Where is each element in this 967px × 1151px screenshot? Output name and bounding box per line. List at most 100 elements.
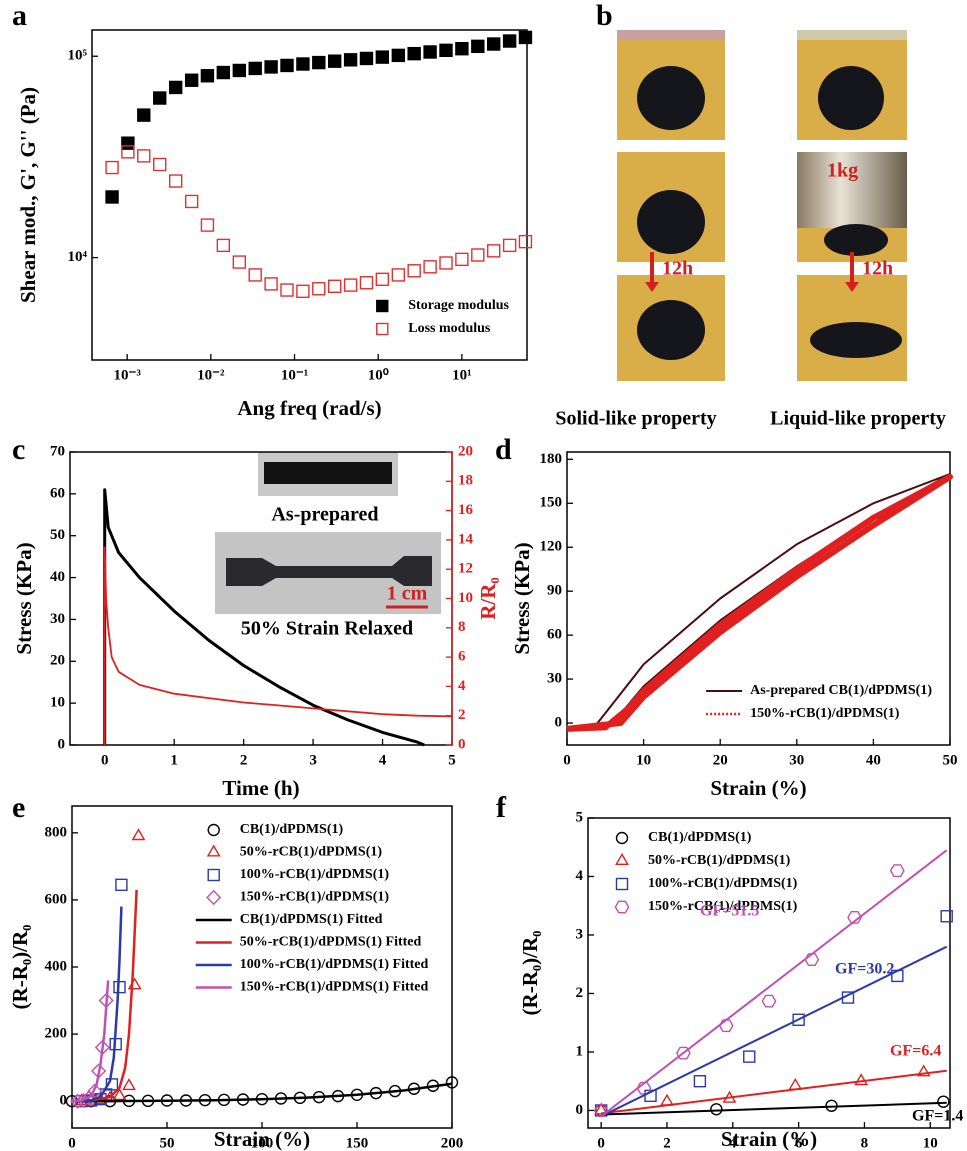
marker [105, 190, 119, 204]
y-tick-label: 60 [547, 627, 562, 643]
marker [122, 1078, 136, 1091]
marker [439, 43, 453, 58]
marker [184, 73, 199, 87]
ball [637, 190, 705, 254]
x-tick-label: 0 [101, 752, 109, 768]
x-tick-label: 8 [861, 1135, 869, 1151]
legend-label: 150%-rCB(1)/dPDMS(1) [750, 706, 900, 721]
panel-label: e [12, 791, 25, 824]
marker [502, 34, 517, 48]
ball [637, 300, 705, 360]
marker [216, 238, 231, 253]
y-tick-label: 120 [540, 539, 563, 555]
legend-label: 100%-rCB(1)/dPDMS(1) [240, 867, 390, 882]
marker [115, 878, 128, 892]
marker [675, 1046, 691, 1060]
marker [105, 1078, 119, 1091]
marker [594, 1102, 609, 1115]
legend-marker [615, 831, 629, 845]
series-line [566, 473, 953, 732]
panel-label: c [12, 433, 25, 466]
x-tick-label: 10 [636, 752, 651, 768]
legend-label: CB(1)/dPDMS(1) [648, 830, 752, 845]
y-axis-label: Stress (KPa) [510, 542, 534, 654]
panel-label: a [12, 0, 27, 32]
marker [375, 50, 390, 64]
y2-tick-label: 8 [458, 619, 466, 635]
y-tick-label: 50 [50, 527, 65, 543]
marker [471, 39, 485, 54]
legend: As-prepared CB(1)/dPDMS(1) 150%-rCB(1)/dP… [706, 683, 932, 721]
marker [455, 252, 469, 267]
legend-label: Loss modulus [408, 321, 491, 336]
marker [391, 268, 406, 282]
marker [264, 60, 278, 74]
y2-tick-label: 6 [458, 649, 466, 665]
flat-puddle [810, 322, 902, 358]
y2-tick-label: 0 [458, 736, 466, 752]
x-tick-label: 0 [68, 1135, 76, 1151]
y-tick-label: 5 [576, 809, 584, 825]
x-tick-label: 10 [923, 1135, 938, 1151]
x-tick-label: 10¹ [452, 367, 472, 383]
x-tick-label: 200 [441, 1135, 464, 1151]
panel-label: f [496, 791, 507, 824]
marker [359, 51, 374, 66]
x-tick-label: 150 [346, 1135, 369, 1151]
marker [105, 160, 119, 175]
y-tick-label: 90 [547, 583, 562, 599]
panel-label: b [596, 0, 613, 32]
marker [487, 37, 501, 51]
marker [445, 1076, 459, 1089]
x-tick-label: 0 [563, 752, 571, 768]
x-tick-label: 1 [170, 752, 178, 768]
marker [940, 910, 953, 923]
caption: Liquid-like property [770, 408, 946, 430]
marker [854, 1073, 869, 1086]
y-axis-label: (R-R₀)/R₀ [8, 925, 32, 1010]
y-tick-label: 0 [576, 1102, 584, 1118]
legend-marker [614, 900, 630, 914]
y-axis-label: Shear mod., G', G'' (Pa) [16, 87, 40, 303]
legend-label: 100%-rCB(1)/dPDMS(1) Fitted [240, 957, 429, 972]
annotation: GF=6.4 [890, 1043, 941, 1060]
annotation: GF=51.5 [700, 903, 759, 920]
marker [518, 30, 533, 45]
time-label: 12h [862, 258, 893, 280]
marker [391, 48, 406, 63]
panel-label: d [495, 433, 512, 466]
series-line [71, 980, 110, 1103]
marker [660, 1093, 674, 1106]
sample [264, 462, 392, 484]
marker [248, 61, 262, 76]
marker [121, 136, 135, 150]
x-tick-label: 20 [713, 752, 728, 768]
x-axis-label: Strain (%) [214, 1127, 310, 1151]
marker [121, 145, 135, 159]
y2-tick-label: 14 [458, 531, 474, 547]
marker [296, 57, 310, 71]
marker [343, 53, 358, 67]
marker [847, 911, 863, 924]
marker [710, 1103, 723, 1116]
marker [718, 1019, 734, 1033]
marker [232, 255, 247, 269]
y-tick-label: 600 [45, 891, 68, 907]
legend-marker [615, 852, 629, 865]
series-line [600, 945, 948, 1118]
y2-tick-label: 2 [458, 707, 466, 723]
y-tick-label: 0 [555, 714, 563, 730]
insets: As-prepared 1 cm 50% Strain Relaxed [215, 452, 441, 640]
ball [818, 66, 884, 130]
y-tick-label: 4 [576, 868, 584, 884]
y-tick-label: 10 [50, 695, 65, 711]
y-tick-label: 60 [50, 485, 65, 501]
y2-tick-label: 10 [458, 590, 473, 606]
x-tick-label: 10⁰ [368, 367, 389, 383]
marker [153, 91, 167, 105]
x-tick-label: 2 [240, 752, 248, 768]
y2-tick-label: 12 [458, 561, 473, 577]
legend-label: Storage modulus [408, 298, 509, 313]
y-tick-label: 1 [576, 1043, 584, 1059]
marker [168, 174, 183, 188]
